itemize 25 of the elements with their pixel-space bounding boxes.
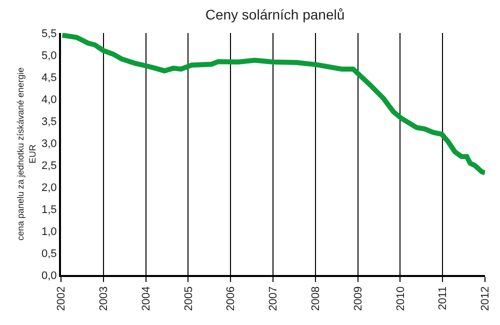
x-tick-label: 2007 xyxy=(268,286,280,311)
y-tick-label: 2,0 xyxy=(42,182,57,194)
x-tick-label: 2006 xyxy=(225,286,238,311)
y-tick-label: 4,0 xyxy=(42,94,57,106)
x-tick-label: 2002 xyxy=(56,286,68,311)
x-tick-label: 2005 xyxy=(182,286,195,311)
x-tick-label: 2012 xyxy=(480,286,492,311)
y-tick-label: 3,5 xyxy=(42,116,57,128)
x-tick-label: 2004 xyxy=(140,286,152,311)
x-tick-label: 2008 xyxy=(310,286,322,311)
y-tick-label: 5,5 xyxy=(42,28,57,40)
y-tick-label: 1,0 xyxy=(42,226,57,238)
y-tick-label: 5,0 xyxy=(42,50,57,62)
y-tick-label: 4,5 xyxy=(42,72,57,84)
x-tick-label: 2009 xyxy=(352,286,364,311)
y-tick-label: 0,5 xyxy=(42,248,57,260)
x-tick-label: 2003 xyxy=(98,286,110,311)
x-tick-label: 2010 xyxy=(394,286,407,311)
x-tick-label: 2011 xyxy=(437,286,450,310)
y-tick-label: 0,0 xyxy=(42,270,57,282)
y-tick-label: 3,0 xyxy=(42,138,57,150)
y-tick-label: 1,5 xyxy=(42,204,57,216)
chart-title: Ceny solárních panelů xyxy=(205,6,345,23)
y-axis-title: cena panelu za jednotku získávané energie EUR xyxy=(16,67,38,241)
y-tick-label: 2,5 xyxy=(42,160,57,172)
